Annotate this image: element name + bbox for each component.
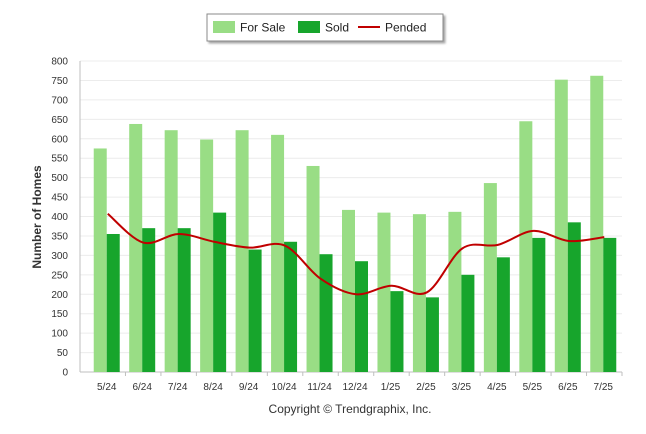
for-sale-bar [129,123,143,372]
sold-bar [142,228,156,372]
legend-label-sold: Sold [325,21,349,35]
for-sale-bar [590,75,604,373]
legend-swatch-for-sale [213,21,235,33]
pended-line [107,213,605,296]
legend-label-pended: Pended [385,21,426,35]
sold-bar [496,257,510,372]
for-sale-bar [235,130,249,372]
for-sale-bar [200,139,214,372]
for-sale-bar [448,211,462,372]
for-sale-bar [164,130,178,372]
bars [93,75,617,373]
x-tick-label: 1/25 [381,382,401,393]
sold-bar [425,297,439,372]
sold-bar [390,291,404,372]
sold-bar [461,274,475,372]
sold-bar [355,261,368,372]
y-tick-label: 700 [51,95,68,106]
y-tick-label: 150 [51,309,68,320]
legend-swatch-sold [298,21,320,33]
y-tick-label: 500 [51,173,68,184]
x-tick-label: 4/25 [487,382,507,393]
x-tick-label: 12/24 [342,382,367,393]
sold-bar [213,212,227,372]
y-tick-label: 550 [51,154,68,165]
for-sale-bar [271,134,285,372]
sold-bar [567,222,581,372]
y-axis-label: Number of Homes [30,165,44,269]
x-tick-label: 9/24 [239,382,259,393]
for-sale-bar [342,209,355,372]
sold-bar [106,233,120,372]
x-tick-label: 2/25 [416,382,436,393]
legend-box [206,13,444,42]
y-tick-label: 250 [51,270,68,281]
y-tick-label: 300 [51,251,68,262]
x-tick-label: 8/24 [203,382,223,393]
legend-label-for-sale: For Sale [240,21,286,35]
x-tick-label: 6/25 [558,382,578,393]
y-tick-label: 100 [51,329,68,340]
sold-bar [284,241,298,372]
y-tick-label: 750 [51,76,68,87]
sold-bar [532,237,546,372]
y-tick-label: 450 [51,193,68,204]
y-tick-label: 400 [51,212,68,223]
for-sale-bar [483,183,497,372]
y-tick-label: 0 [62,368,68,379]
x-tick-label: 7/25 [594,382,614,393]
x-tick-label: 6/24 [132,382,152,393]
x-tick-label: 5/24 [97,382,117,393]
x-tick-label: 5/25 [523,382,543,393]
y-tick-label: 800 [51,57,68,68]
for-sale-bar [93,148,107,372]
y-tick-label: 350 [51,231,68,242]
x-tick-label: 11/24 [307,382,332,393]
legend: For Sale Sold Pended [206,13,444,42]
sold-bar [319,254,333,372]
for-sale-bar [306,165,320,372]
pended-line-path [107,213,605,296]
sold-bar [177,228,191,372]
x-tick-label: 7/24 [168,382,188,393]
y-tick-label: 50 [57,348,69,359]
for-sale-bar [377,212,391,372]
x-tick-label: 10/24 [272,382,297,393]
for-sale-bar [519,121,533,372]
y-tick-label: 600 [51,134,68,145]
sold-bar [603,237,617,372]
x-axis: 5/24 6/24 7/24 8/24 9/24 10/24 11/24 12/24 1/25 2… [97,372,623,393]
copyright-footer: Copyright © Trendgraphix, Inc. [269,402,432,416]
y-axis: 0 50 100 150 200 250 300 350 400 450 500 550 600 650 7… [51,57,81,379]
sold-bar [248,249,262,372]
for-sale-bar [554,79,568,372]
x-tick-label: 3/25 [452,382,472,393]
y-tick-label: 200 [51,290,68,301]
y-tick-label: 650 [51,115,68,126]
